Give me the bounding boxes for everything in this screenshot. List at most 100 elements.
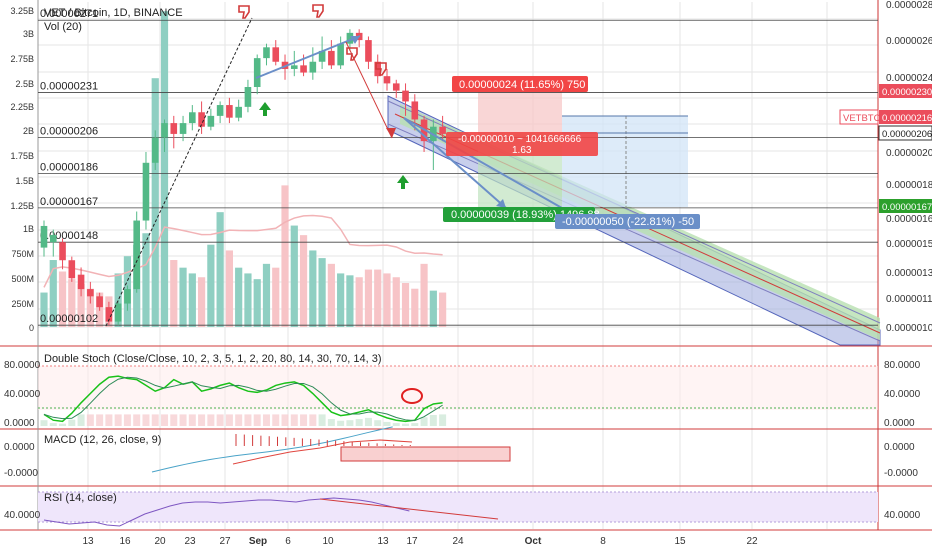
volume-tick-label: 1.25B [10,201,34,211]
price-badge-bg [879,110,932,124]
x-tick-label: Oct [525,536,542,547]
volume-bar [49,260,57,327]
volume-bar [235,267,243,327]
price-badge-bg [879,84,932,98]
price-level-label: 0.00000148 [40,230,98,242]
candle-body [77,274,85,290]
candle-body [179,123,187,134]
chart-title: VET / Bitcoin, 1D, BINANCE [44,7,183,19]
candle-body [40,225,48,248]
volume-bar [253,279,261,327]
volume-tick-label: 2.5B [15,79,34,89]
stoch-histogram-bar [318,414,326,426]
x-tick-label: 16 [119,536,131,547]
thumb-down-marker [312,4,324,18]
stoch-histogram-bar [402,423,410,426]
stoch-histogram-bar [439,414,447,426]
candle-body [142,162,150,221]
price-level-label: 0.00000206 [40,126,98,138]
candle-body [151,137,159,163]
volume-bar [355,277,363,327]
x-tick-label: 20 [154,536,166,547]
candle-body [365,40,372,62]
volume-bar [392,277,400,327]
volume-tick-label: 1B [23,224,34,234]
candle-body [189,112,196,124]
macd-tick-label: -0.0000 [884,468,918,479]
stop-bottom-text: -0.00000050 (-22.81%) -50 [562,216,694,228]
stoch-tick-label-left: 0.0000 [4,418,35,429]
candle-body [346,32,354,44]
stoch-highlight-circle [401,388,423,404]
rsi-band [38,492,878,522]
labels: VET / Bitcoin, 1D, BINANCE Vol (20) Double… [44,7,932,504]
stoch-histogram-bar [123,414,131,426]
volume-bar [318,258,326,327]
candle-body [337,43,344,66]
thumb-down-marker [238,5,250,19]
stoch-histogram-bar [411,423,419,426]
symbol-badge-bg [839,109,879,125]
trend-arrow-head [496,199,506,208]
volume-tick-label: 2.75B [10,54,34,64]
volume-bar [225,250,233,327]
target-top-text: 0.00000024 (11.65%) 750 [459,79,585,91]
x-tick-label: 15 [674,536,686,547]
rsi-label: RSI (14, close) [44,492,117,504]
macd-tick-label-left: -0.0000 [4,468,38,479]
volume-ma-line [43,214,443,288]
candle-body [439,126,446,134]
rsi-line [43,497,410,527]
volume-bar [411,288,419,327]
volume-bar [346,275,354,327]
price-badge-text: 0.00000167 [882,202,932,213]
candle-body [300,65,307,73]
x-tick-label: 24 [452,536,464,547]
x-tick-label: 17 [406,536,418,547]
price-level-label: 0.00000271 [40,8,98,20]
stoch-histogram-bar [290,414,298,426]
price-level-label: 0.00000186 [40,162,98,174]
volume-bar [244,273,252,327]
candle-body [309,61,317,73]
candle-body [328,50,335,66]
volume-bar [188,273,196,327]
price-tick-label: 0.00000101 [886,323,932,334]
stoch-histogram-bar [86,414,94,426]
stoch-histogram-bar [198,414,206,426]
volume-tick-label: 3B [23,29,34,39]
rsi-trendline [319,498,499,520]
stoch-histogram-bar [235,414,243,426]
x-tick-label: 22 [746,536,758,547]
stoch-tick-label-left: 80.0000 [4,360,41,371]
volume-tick-label: 2B [23,126,34,136]
volume-bar [68,279,76,327]
volume-bar [327,263,335,327]
stop-top-bg [446,132,598,156]
candle-body [318,50,326,62]
candle-body [253,58,261,88]
volume-bars [40,11,447,327]
candle-body [272,47,280,62]
volume-bar [364,269,373,327]
price-tick-label: 0.00000115 [886,294,932,305]
stoch-histogram-bar [225,414,233,426]
macd-signal-line [232,439,413,465]
volume-bar [281,185,289,327]
stoch-histogram-bar [374,420,382,426]
candle-body [263,47,270,59]
volume-bar [439,292,447,327]
volume-bar [151,78,159,327]
volume-bar [290,225,298,327]
stoch-histogram-bar [114,414,122,426]
stoch-histogram-bar [68,419,76,426]
trend-arrow-down-2 [403,117,591,225]
symbol-badge-text: VETBTC [843,113,881,124]
